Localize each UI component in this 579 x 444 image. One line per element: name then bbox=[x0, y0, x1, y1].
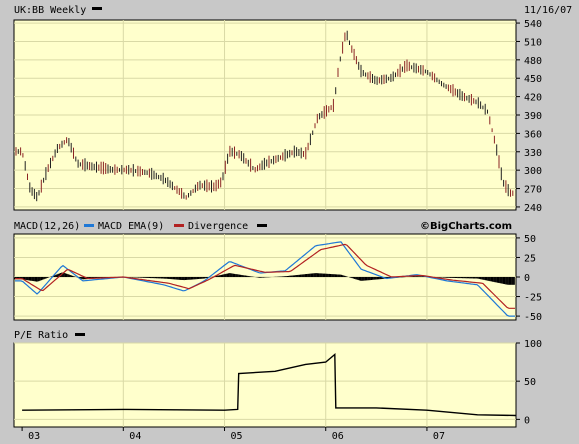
brand-label: ©BigCharts.com bbox=[420, 221, 512, 232]
symbol-legend-swatch bbox=[92, 7, 102, 10]
divergence-legend-swatch bbox=[257, 224, 267, 227]
pe-grid bbox=[14, 342, 516, 427]
price-bars bbox=[15, 30, 514, 202]
macd-y-tick-label: -25 bbox=[524, 293, 542, 304]
price-y-tick-label: 510 bbox=[524, 37, 542, 48]
x-tick-label: 06 bbox=[332, 431, 344, 442]
x-tick-label: 04 bbox=[129, 431, 141, 442]
pe-y-tick-label: 0 bbox=[524, 415, 530, 426]
price-y-tick-label: 390 bbox=[524, 111, 542, 122]
divergence-label: Divergence bbox=[188, 221, 248, 232]
pe-y-axis: 100 50 0 bbox=[516, 339, 542, 426]
price-y-tick-label: 270 bbox=[524, 185, 542, 196]
macd-y-tick-label: 50 bbox=[524, 234, 536, 245]
x-tick-label: 03 bbox=[28, 431, 40, 442]
price-y-axis: 240 270 300 330 360 390 420 450 480 510 540 bbox=[516, 19, 542, 214]
macd-y-tick-label: -50 bbox=[524, 312, 542, 323]
macd-label: MACD(12,26) bbox=[14, 221, 80, 232]
x-tick-label: 07 bbox=[433, 431, 445, 442]
macd-divergence-bars bbox=[14, 272, 515, 285]
macd-ema-label: MACD EMA(9) bbox=[98, 221, 164, 232]
pe-y-tick-label: 100 bbox=[524, 339, 542, 350]
macd-y-tick-label: 25 bbox=[524, 253, 536, 264]
pe-panel bbox=[13, 342, 517, 428]
macd-legend-swatch bbox=[84, 224, 94, 227]
macd-ema-line bbox=[15, 243, 515, 309]
price-y-tick-label: 330 bbox=[524, 148, 542, 159]
x-tick-label: 05 bbox=[231, 431, 243, 442]
pe-label: P/E Ratio bbox=[14, 330, 68, 341]
price-y-tick-label: 300 bbox=[524, 166, 542, 177]
price-y-tick-label: 360 bbox=[524, 129, 542, 140]
price-grid bbox=[14, 20, 516, 210]
pe-ratio-line bbox=[22, 353, 517, 417]
pe-y-tick-label: 50 bbox=[524, 377, 536, 388]
price-y-tick-label: 240 bbox=[524, 203, 542, 214]
macd-ema-legend-swatch bbox=[174, 224, 184, 227]
macd-y-tick-label: 0 bbox=[524, 273, 530, 284]
price-y-tick-label: 420 bbox=[524, 93, 542, 104]
price-y-tick-label: 480 bbox=[524, 56, 542, 67]
x-axis: 03 04 05 06 07 bbox=[21, 427, 445, 442]
price-y-tick-label: 540 bbox=[524, 19, 542, 30]
pe-legend-swatch bbox=[75, 333, 85, 336]
macd-y-axis: 50 25 0 -25 -50 bbox=[516, 234, 542, 323]
date-label: 11/16/07 bbox=[524, 5, 572, 16]
price-y-tick-label: 450 bbox=[524, 74, 542, 85]
symbol-label: UK:BB Weekly bbox=[14, 5, 86, 16]
pe-line bbox=[22, 353, 517, 417]
macd-lines bbox=[15, 241, 515, 317]
